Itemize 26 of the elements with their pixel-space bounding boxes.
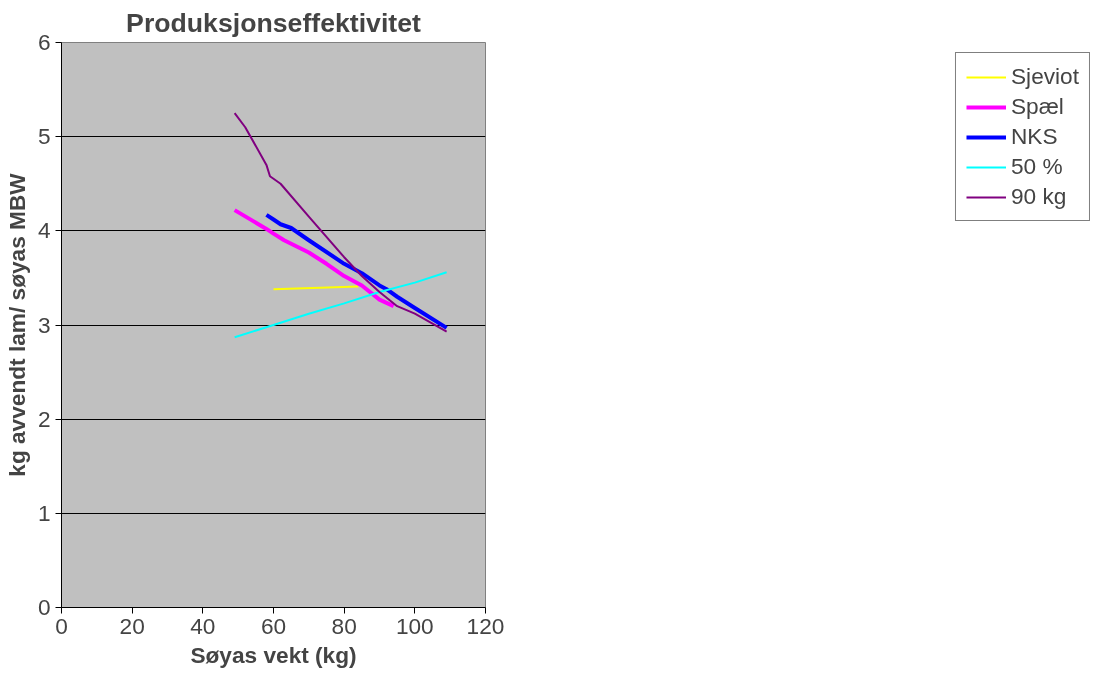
legend-label: 90 kg bbox=[1010, 183, 1067, 210]
line-series bbox=[232, 208, 396, 309]
line-series bbox=[233, 271, 448, 339]
legend-label: 50 % bbox=[1010, 153, 1063, 180]
y-axis-title: kg avvendt lam/ søyas MBW bbox=[3, 172, 30, 477]
legend-label: Sjeviot bbox=[1010, 63, 1079, 90]
x-tick-label: 120 bbox=[466, 612, 505, 639]
legend-label: Spæl bbox=[1010, 93, 1064, 120]
line-series bbox=[233, 112, 448, 333]
y-tick-label: 2 bbox=[37, 405, 51, 432]
x-axis-title: Søyas vekt (kg) bbox=[190, 641, 357, 668]
x-tick-label: 20 bbox=[119, 612, 145, 639]
chart-title: Produksjonseffektivitet bbox=[126, 7, 422, 38]
y-tick-label: 1 bbox=[37, 499, 51, 526]
x-tick-label: 0 bbox=[55, 612, 68, 639]
x-tick-label: 40 bbox=[190, 612, 216, 639]
x-tick-label: 60 bbox=[260, 612, 287, 639]
y-tick-label: 5 bbox=[37, 123, 51, 150]
x-tick-label: 100 bbox=[395, 612, 434, 639]
y-tick-label: 3 bbox=[37, 311, 51, 338]
line-series bbox=[264, 212, 449, 330]
y-tick-label: 0 bbox=[37, 594, 51, 620]
x-tick-label: 80 bbox=[331, 612, 357, 639]
legend-label: NKS bbox=[1010, 123, 1058, 150]
y-tick-label: 4 bbox=[37, 217, 51, 244]
y-tick-label: 6 bbox=[37, 29, 51, 55]
